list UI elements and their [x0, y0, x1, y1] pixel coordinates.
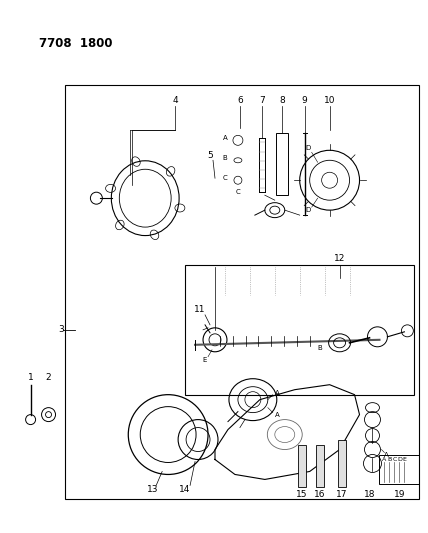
Text: 19: 19	[394, 490, 405, 499]
Text: D: D	[305, 146, 310, 151]
Text: B: B	[223, 155, 227, 161]
Text: 3: 3	[59, 325, 64, 334]
Text: 6: 6	[237, 96, 243, 105]
Text: B: B	[317, 345, 322, 351]
Text: 17: 17	[336, 490, 348, 499]
Text: 8: 8	[279, 96, 285, 105]
Text: 12: 12	[334, 254, 345, 263]
Text: 7708  1800: 7708 1800	[39, 37, 112, 50]
Text: A: A	[275, 390, 280, 395]
Text: 5: 5	[207, 151, 213, 160]
Text: 9: 9	[302, 96, 308, 105]
Text: C: C	[392, 457, 397, 462]
Bar	[338, 440, 345, 487]
Text: E: E	[402, 457, 406, 462]
Bar	[185, 265, 414, 394]
Text: 11: 11	[194, 305, 206, 314]
Text: 4: 4	[172, 96, 178, 105]
Text: C: C	[235, 189, 240, 195]
Text: 1: 1	[28, 373, 33, 382]
Bar	[298, 445, 306, 487]
Text: A: A	[223, 135, 227, 141]
Text: C: C	[223, 175, 227, 181]
Text: 2: 2	[46, 373, 51, 382]
Text: B: B	[387, 457, 392, 462]
Text: A: A	[275, 411, 280, 418]
Bar	[65, 85, 419, 499]
Text: D: D	[397, 457, 402, 462]
Bar	[380, 455, 419, 484]
Bar	[316, 445, 324, 487]
Text: 10: 10	[324, 96, 336, 105]
Text: 18: 18	[364, 490, 375, 499]
Text: 16: 16	[314, 490, 325, 499]
Text: D: D	[305, 207, 310, 213]
Text: 15: 15	[296, 490, 307, 499]
Text: 7: 7	[259, 96, 265, 105]
Text: A: A	[384, 451, 389, 457]
Text: A: A	[382, 457, 386, 462]
Text: 14: 14	[179, 485, 191, 494]
Bar	[276, 133, 288, 195]
Text: E: E	[203, 357, 207, 363]
Text: 13: 13	[148, 485, 159, 494]
